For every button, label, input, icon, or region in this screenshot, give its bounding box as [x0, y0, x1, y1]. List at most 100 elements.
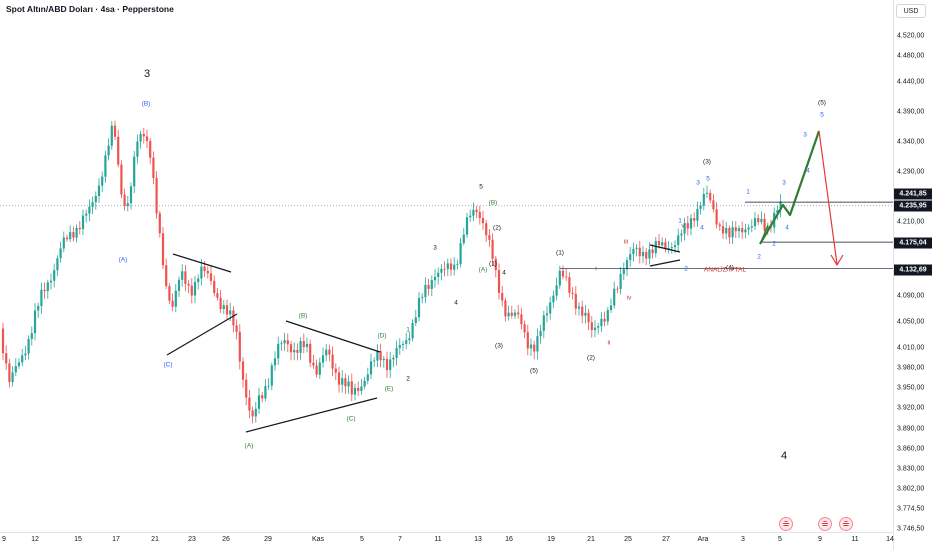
candle-body [187, 283, 190, 286]
candle-body [136, 141, 139, 157]
candle-body [603, 318, 606, 322]
candle-body [494, 258, 497, 271]
candle-body [449, 263, 453, 270]
time-tick-label: 9 [2, 536, 6, 543]
candle-body [53, 270, 56, 281]
wave-label: 5 [820, 111, 824, 119]
price-tick-label: 4.480,00 [897, 52, 925, 60]
candle-body [440, 268, 443, 273]
wave-label: 3 [803, 131, 807, 139]
price-axis-label: 4.175,04 [894, 237, 932, 249]
time-tick-label: 27 [662, 536, 670, 543]
wave-label: 3 [696, 179, 700, 187]
candle-body [427, 284, 430, 289]
currency-button[interactable]: USD [896, 4, 926, 18]
candle-body [699, 205, 702, 209]
chart-canvas[interactable] [0, 0, 893, 532]
candle-body [203, 266, 206, 272]
candle-body [648, 249, 651, 259]
wave-label: (1) [489, 260, 497, 268]
us-flag-event-icon[interactable] [839, 517, 853, 531]
candle-body [21, 355, 24, 363]
time-tick-label: 7 [398, 536, 402, 543]
time-tick-label: 15 [74, 536, 82, 543]
time-tick-label: 12 [31, 536, 39, 543]
candle-body [680, 233, 683, 236]
candle-body [305, 343, 309, 348]
candle-body [389, 359, 392, 370]
candle-body [561, 270, 565, 277]
candle-body [587, 312, 590, 323]
time-tick-label: 23 [188, 536, 196, 543]
wave-label: 4 [806, 167, 810, 175]
candle-body [341, 378, 344, 385]
wave-label: (C) [346, 415, 356, 423]
wave-label: (D) [377, 332, 387, 340]
candle-body [638, 247, 641, 257]
candle-body [481, 218, 485, 224]
candle-body [469, 215, 472, 218]
candle-body [641, 251, 645, 257]
candle-body [309, 343, 312, 363]
candle-body [593, 327, 597, 331]
price-chart[interactable] [0, 0, 893, 532]
candle-body [72, 232, 75, 238]
candle-body [161, 233, 165, 266]
candle-body [661, 242, 664, 246]
candle-body [43, 289, 46, 292]
wave-label: i [595, 265, 597, 273]
candle-body [37, 305, 40, 311]
candle-body [88, 206, 91, 214]
candle-body [334, 368, 337, 373]
candle-body [542, 315, 545, 331]
time-tick-label: 11 [851, 536, 859, 543]
time-tick-label: 11 [434, 536, 442, 543]
candle-body [549, 302, 552, 314]
time-tick-label: Ara [697, 536, 709, 543]
wave-label: 4 [785, 224, 789, 232]
wave-label: iv [626, 294, 632, 302]
trendline [285, 320, 381, 353]
candle-body [459, 243, 462, 265]
candle-body [609, 305, 613, 311]
candle-body [174, 290, 177, 307]
candle-body [437, 272, 440, 277]
time-tick-label: 19 [547, 536, 555, 543]
wave-label: 1 [406, 326, 410, 334]
price-tick-label: 4.520,00 [897, 32, 925, 40]
time-tick-label: 5 [360, 536, 364, 543]
candle-body [318, 362, 321, 375]
candle-body [497, 270, 501, 293]
candle-body [315, 365, 318, 375]
candle-body [657, 240, 661, 246]
candle-body [30, 333, 33, 339]
candle-body [526, 332, 529, 349]
candle-body [126, 203, 129, 206]
price-tick-label: 4.090,00 [897, 292, 925, 300]
wave-label: 2 [772, 240, 776, 248]
wave-label: 2 [406, 375, 410, 383]
candle-body [776, 210, 779, 213]
candle-body [709, 192, 712, 201]
candle-body [517, 312, 520, 315]
us-flag-event-icon[interactable] [818, 517, 832, 531]
wave-label: 3 [433, 244, 437, 252]
us-flag-event-icon[interactable] [779, 517, 793, 531]
candle-body [344, 378, 347, 387]
candle-body [56, 258, 59, 271]
wave-label: 4 [700, 224, 704, 232]
candle-body [40, 289, 43, 306]
candle-body [33, 310, 37, 334]
price-axis[interactable] [893, 0, 932, 550]
candle-body [529, 344, 533, 349]
candle-body [270, 365, 273, 386]
candle-body [568, 277, 571, 293]
time-axis[interactable] [0, 532, 893, 550]
candle-body [331, 354, 334, 369]
time-tick-label: 5 [778, 536, 782, 543]
candle-body [600, 318, 603, 327]
candle-body [606, 310, 609, 322]
trendline [172, 253, 232, 273]
candle-body [731, 227, 734, 238]
candle-body [280, 343, 283, 345]
